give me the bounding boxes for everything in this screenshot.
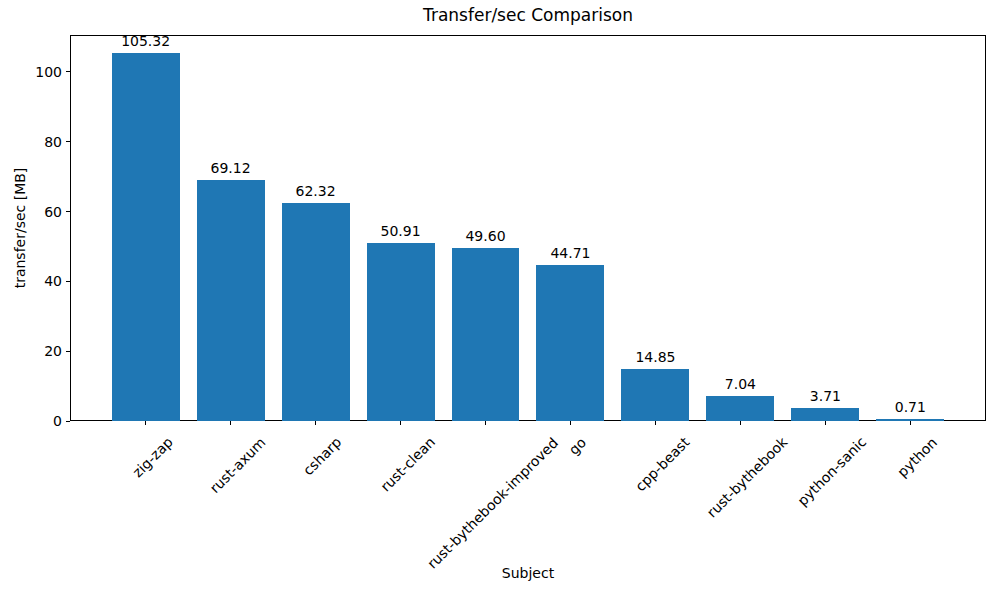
y-tick-label: 40 (0, 272, 62, 290)
x-tick-mark (485, 421, 486, 425)
x-tick-mark (230, 421, 231, 425)
x-tick-mark (740, 421, 741, 425)
x-tick-mark (315, 421, 316, 425)
figure: Transfer/sec Comparison transfer/sec [MB… (0, 0, 1000, 600)
bar-rust-bythebook (706, 396, 774, 421)
bar-value-label: 50.91 (356, 223, 446, 240)
y-tick-label: 80 (0, 133, 62, 151)
x-tick-label-zig-zap: zig-zap (129, 434, 176, 481)
bar-go (536, 265, 604, 421)
chart-title: Transfer/sec Comparison (70, 5, 986, 25)
x-tick-label-rust-bythebook: rust-bythebook (704, 434, 792, 522)
y-tick-mark (66, 421, 70, 422)
y-tick-mark (66, 351, 70, 352)
bar-rust-bythebook-improved (452, 248, 520, 421)
bar-value-label: 14.85 (610, 349, 700, 366)
y-tick-mark (66, 211, 70, 212)
bar-value-label: 3.71 (780, 388, 870, 405)
x-tick-label-go: go (566, 434, 590, 458)
bar-value-label: 69.12 (186, 160, 276, 177)
x-tick-label-cpp-beast: cpp-beast (632, 434, 693, 495)
y-axis-label: transfer/sec [MB] (12, 168, 28, 289)
x-tick-label-rust-clean: rust-clean (377, 434, 439, 496)
bar-rust-axum (197, 180, 265, 421)
y-tick-label: 100 (0, 63, 62, 81)
x-tick-mark (825, 421, 826, 425)
bar-csharp (282, 203, 350, 421)
x-tick-label-rust-axum: rust-axum (206, 434, 269, 497)
y-tick-label: 0 (0, 412, 62, 430)
bar-python-sanic (791, 408, 859, 421)
bar-value-label: 62.32 (271, 183, 361, 200)
bar-cpp-beast (621, 369, 689, 421)
x-tick-label-python-sanic: python-sanic (795, 434, 871, 510)
x-tick-label-rust-bythebook-improved: rust-bythebook-improved (424, 434, 562, 572)
bar-value-label: 0.71 (865, 399, 955, 416)
x-axis-label: Subject (70, 565, 986, 581)
x-tick-label-python: python (894, 434, 941, 481)
x-tick-mark (145, 421, 146, 425)
bar-value-label: 49.60 (441, 228, 531, 245)
bar-value-label: 7.04 (695, 376, 785, 393)
y-tick-label: 20 (0, 342, 62, 360)
y-tick-label: 60 (0, 203, 62, 221)
x-tick-mark (400, 421, 401, 425)
y-tick-mark (66, 281, 70, 282)
bar-value-label: 105.32 (101, 33, 191, 50)
x-tick-mark (570, 421, 571, 425)
bar-zig-zap (112, 53, 180, 421)
bar-rust-clean (367, 243, 435, 421)
y-tick-mark (66, 71, 70, 72)
x-tick-mark (655, 421, 656, 425)
y-tick-mark (66, 141, 70, 142)
x-tick-mark (910, 421, 911, 425)
x-tick-label-csharp: csharp (300, 434, 345, 479)
bar-value-label: 44.71 (525, 245, 615, 262)
